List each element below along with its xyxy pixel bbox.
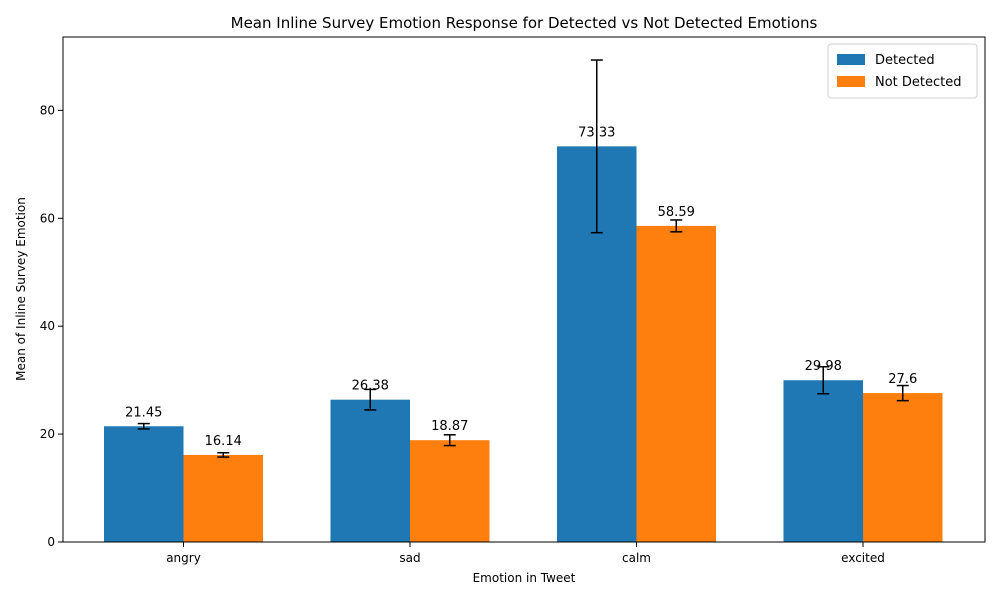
y-tick-label: 0 bbox=[47, 535, 55, 549]
legend-label: Not Detected bbox=[875, 75, 962, 90]
data-label: 73.33 bbox=[578, 125, 615, 140]
bar-not-detected-sad bbox=[410, 440, 490, 542]
y-tick-label: 20 bbox=[40, 427, 55, 441]
y-tick-label: 80 bbox=[40, 103, 55, 117]
chart-title: Mean Inline Survey Emotion Response for … bbox=[231, 14, 818, 32]
data-label: 29.98 bbox=[805, 359, 842, 374]
x-tick-label: calm bbox=[622, 551, 651, 565]
bar-not-detected-calm bbox=[636, 225, 716, 543]
data-label: 16.14 bbox=[205, 434, 242, 449]
y-axis-label: Mean of Inline Survey Emotion bbox=[14, 197, 28, 381]
x-axis-label: Emotion in Tweet bbox=[473, 571, 576, 585]
legend: Detected Not Detected bbox=[827, 43, 978, 99]
data-label: 18.87 bbox=[431, 419, 468, 434]
bar-not-detected-excited bbox=[863, 393, 943, 542]
x-tick-label: sad bbox=[399, 551, 420, 565]
legend-box bbox=[827, 43, 978, 99]
plot-area: 0 20 40 60 80 21.45 16.14 angry 26.38 18.87 sad 73.… bbox=[40, 36, 986, 565]
data-label: 26.38 bbox=[352, 379, 389, 394]
bar-not-detected-angry bbox=[183, 454, 263, 542]
bar-detected-sad bbox=[330, 399, 410, 542]
y-tick-label: 40 bbox=[40, 319, 55, 333]
data-label: 21.45 bbox=[125, 405, 162, 420]
axes-frame bbox=[62, 36, 986, 543]
bar-detected-angry bbox=[104, 426, 184, 542]
legend-label: Detected bbox=[875, 53, 935, 68]
legend-swatch-detected bbox=[837, 54, 865, 65]
data-label: 27.6 bbox=[888, 372, 917, 387]
data-label: 58.59 bbox=[658, 205, 695, 220]
x-tick-label: excited bbox=[841, 551, 885, 565]
x-tick-label: angry bbox=[166, 551, 201, 565]
y-tick-label: 60 bbox=[40, 211, 55, 225]
legend-swatch-not-detected bbox=[837, 76, 865, 87]
bar-detected-excited bbox=[783, 380, 863, 542]
